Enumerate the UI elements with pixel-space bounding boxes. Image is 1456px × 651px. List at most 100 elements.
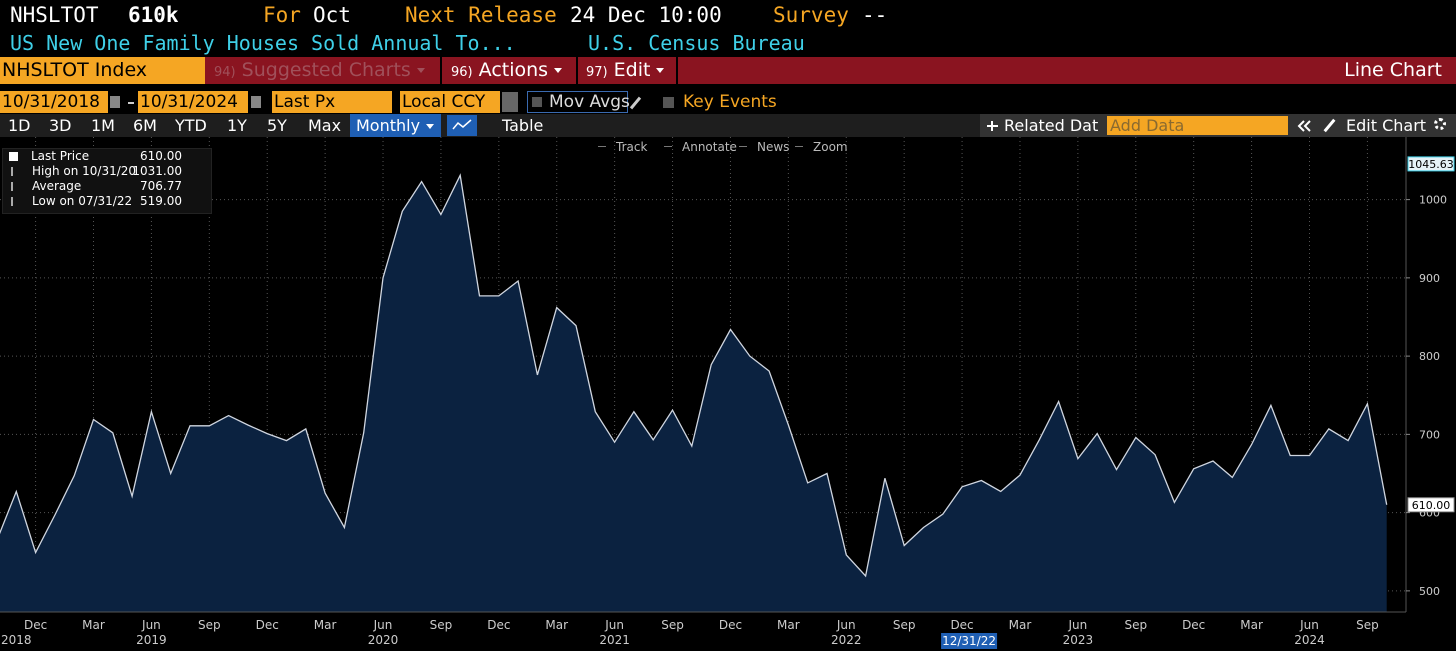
dropdown[interactable] bbox=[502, 92, 518, 112]
frequency[interactable]: Monthly bbox=[350, 114, 441, 137]
x-tick-label: Jun bbox=[604, 618, 624, 632]
x-tick-label: Sep bbox=[198, 618, 221, 632]
x-tick-label: Sep bbox=[1124, 618, 1147, 632]
menu-num: 97) bbox=[586, 65, 608, 80]
mov-avgs[interactable]: Mov Avgs bbox=[527, 91, 630, 113]
icon bbox=[452, 119, 472, 130]
x-tick-label: Mar bbox=[545, 618, 568, 632]
line bbox=[0, 173, 1388, 578]
start-date[interactable]: 10/31/2018 bbox=[0, 91, 108, 113]
related-data[interactable]: Related Dat bbox=[1004, 116, 1099, 135]
x-tick-label: Dec bbox=[24, 618, 47, 632]
chart-icon[interactable] bbox=[447, 115, 477, 136]
calendar-icon[interactable] bbox=[110, 96, 120, 108]
for-label: For bbox=[263, 3, 301, 27]
x-tick-label: Jun bbox=[141, 618, 161, 632]
currency[interactable]: Local CCY bbox=[400, 91, 500, 113]
chevron bbox=[1297, 120, 1305, 132]
pencil-icon[interactable] bbox=[629, 96, 642, 110]
legend-value: 1031.00 bbox=[132, 164, 182, 178]
x-tick-label: Sep bbox=[430, 618, 453, 632]
legend-value: 519.00 bbox=[140, 194, 182, 208]
security[interactable]: NHSLTOT Index bbox=[0, 57, 205, 84]
suggested-charts[interactable]: 94) Suggested Charts bbox=[214, 57, 425, 84]
gear-icon[interactable] bbox=[1434, 118, 1446, 130]
x-tick-label: Jun bbox=[1299, 618, 1319, 632]
legend-icon bbox=[11, 197, 13, 206]
icon-line bbox=[452, 119, 472, 130]
menu-label: Actions bbox=[478, 59, 549, 81]
period-button[interactable]: 1M bbox=[91, 116, 115, 135]
x-tick-label: Dec bbox=[487, 618, 510, 632]
period-button[interactable]: Max bbox=[308, 116, 342, 135]
dash bbox=[128, 102, 134, 104]
x-tick-label: Mar bbox=[82, 618, 105, 632]
edit-chart[interactable]: Edit Chart bbox=[1346, 116, 1427, 135]
tool[interactable]: Zoom bbox=[813, 140, 848, 154]
value-annotation: 1045.63 bbox=[1408, 158, 1454, 171]
tool[interactable]: Track bbox=[616, 140, 648, 154]
edit[interactable]: 97) Edit bbox=[586, 57, 665, 84]
tool-icon bbox=[664, 146, 672, 147]
description: US New One Family Houses Sold Annual To.… bbox=[10, 31, 516, 55]
period-button[interactable]: 1Y bbox=[227, 116, 247, 135]
x-tick-label: Mar bbox=[314, 618, 337, 632]
y-tick-label: 500 bbox=[1419, 585, 1440, 598]
period-button[interactable]: YTD bbox=[175, 116, 207, 135]
value-annotation-box bbox=[1407, 156, 1455, 172]
add-data[interactable]: Add Data bbox=[1107, 116, 1288, 135]
key-events[interactable]: Key Events bbox=[683, 92, 777, 112]
actions[interactable]: 96) Actions bbox=[451, 57, 563, 84]
menu-label: Suggested Charts bbox=[241, 59, 411, 81]
ticker: NHSLTOT bbox=[10, 3, 99, 27]
x-tick-label: Mar bbox=[777, 618, 800, 632]
next-label: Next Release bbox=[405, 3, 557, 27]
field[interactable]: Last Px bbox=[272, 91, 392, 113]
tool[interactable]: Annotate bbox=[682, 140, 737, 154]
tool[interactable]: News bbox=[757, 140, 790, 154]
separator bbox=[676, 57, 678, 84]
legend-label: Average bbox=[32, 179, 82, 193]
separator bbox=[440, 57, 442, 84]
table[interactable]: Table bbox=[502, 116, 544, 135]
period-button[interactable]: 1D bbox=[8, 116, 31, 135]
date-marker-box bbox=[941, 633, 998, 649]
menu-num: 94) bbox=[214, 65, 236, 80]
checkbox[interactable] bbox=[663, 97, 674, 108]
collapse-icon[interactable] bbox=[1296, 118, 1312, 134]
x-tick-label: Sep bbox=[893, 618, 916, 632]
calendar-icon[interactable] bbox=[251, 96, 261, 108]
period-button[interactable]: 3D bbox=[49, 116, 72, 135]
legend-icon bbox=[11, 182, 13, 191]
year-label: 2021 bbox=[599, 633, 630, 647]
legend-box bbox=[2, 148, 212, 214]
plus-v bbox=[991, 121, 993, 131]
year-label: 2020 bbox=[368, 633, 399, 647]
dropdown-arrow bbox=[554, 68, 563, 73]
dropdown-arrow bbox=[656, 68, 665, 73]
period-button[interactable]: 5Y bbox=[267, 116, 287, 135]
chart-type[interactable]: Line Chart bbox=[1344, 59, 1442, 81]
x-tick-label: Dec bbox=[950, 618, 973, 632]
mov-avgs-label: Mov Avgs bbox=[549, 92, 630, 112]
x-tick-label: Sep bbox=[661, 618, 684, 632]
y-tick-label: 900 bbox=[1419, 272, 1440, 285]
end-date[interactable]: 10/31/2024 bbox=[138, 91, 248, 113]
year-label: 2022 bbox=[831, 633, 862, 647]
checkbox[interactable] bbox=[532, 97, 542, 107]
x-tick-label: Dec bbox=[719, 618, 742, 632]
for-value: Oct bbox=[313, 3, 351, 27]
y-tick-label: 1000 bbox=[1419, 194, 1447, 207]
period-button[interactable]: 6M bbox=[133, 116, 157, 135]
plot bbox=[0, 137, 1406, 612]
separator bbox=[576, 57, 578, 84]
y-tick-label: 800 bbox=[1419, 350, 1440, 363]
x-tick-label: Dec bbox=[256, 618, 279, 632]
value-annotation: 610.00 bbox=[1412, 499, 1451, 512]
date-marker: 12/31/22 bbox=[942, 634, 996, 648]
value-annotation-box bbox=[1407, 497, 1455, 513]
last-value: 610k bbox=[128, 3, 179, 27]
legend-icon bbox=[11, 167, 13, 176]
